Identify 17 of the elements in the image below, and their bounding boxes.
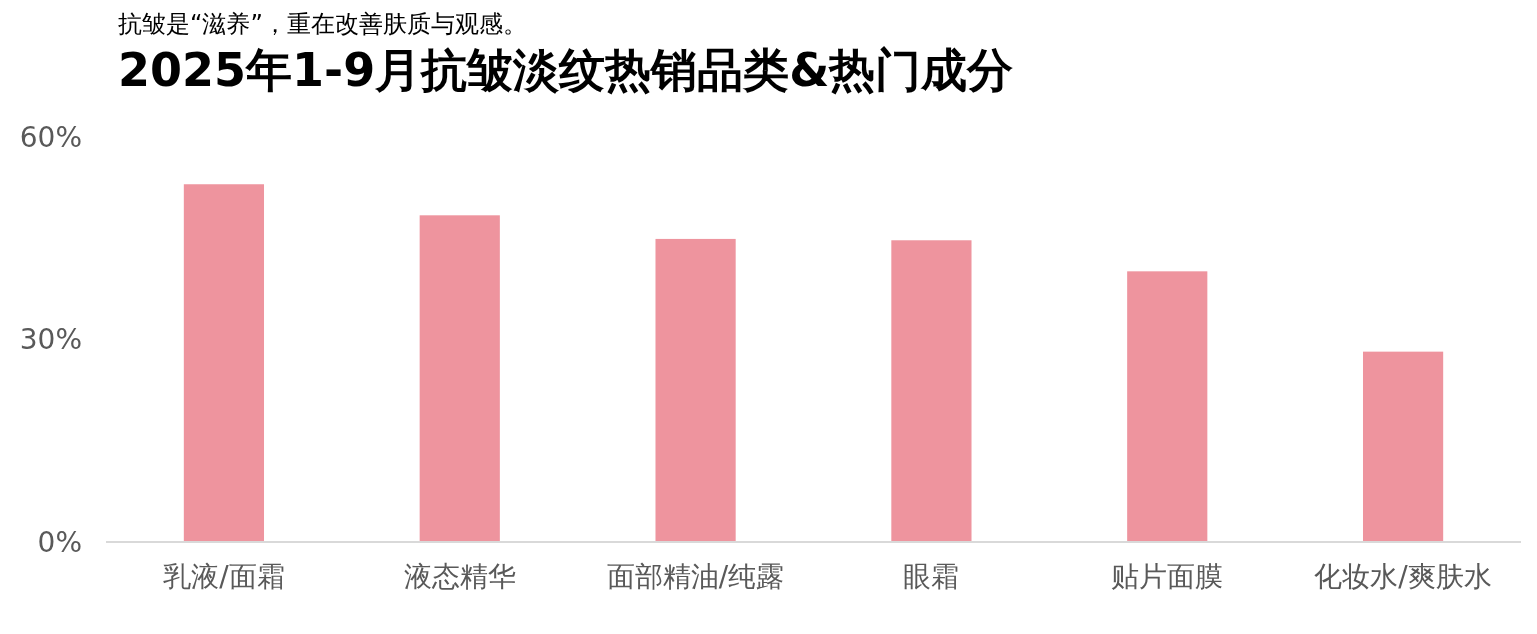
bar xyxy=(419,215,500,542)
x-tick-label: 面部精油/纯露 xyxy=(606,560,785,593)
chart-title: 2025年1-9月抗皱淡纹热销品类&热门成分 xyxy=(118,43,1014,97)
y-tick-label: 0% xyxy=(37,525,82,559)
bar xyxy=(183,184,265,542)
x-tick-label: 眼霜 xyxy=(903,560,960,593)
y-tick-label: 30% xyxy=(19,323,82,357)
bar xyxy=(891,240,972,542)
x-tick-label: 化妆水/爽肤水 xyxy=(1314,560,1492,593)
x-tick-label: 液态精华 xyxy=(403,560,516,593)
chart-subtitle: 抗皱是“滋养”，重在改善肤质与观感。 xyxy=(118,10,527,38)
y-tick-label: 60% xyxy=(19,120,82,154)
bar xyxy=(1362,351,1444,542)
x-tick-label: 乳液/面霜 xyxy=(163,560,285,593)
bar xyxy=(1127,271,1208,542)
x-tick-label: 贴片面膜 xyxy=(1111,560,1224,593)
bar xyxy=(655,238,736,542)
